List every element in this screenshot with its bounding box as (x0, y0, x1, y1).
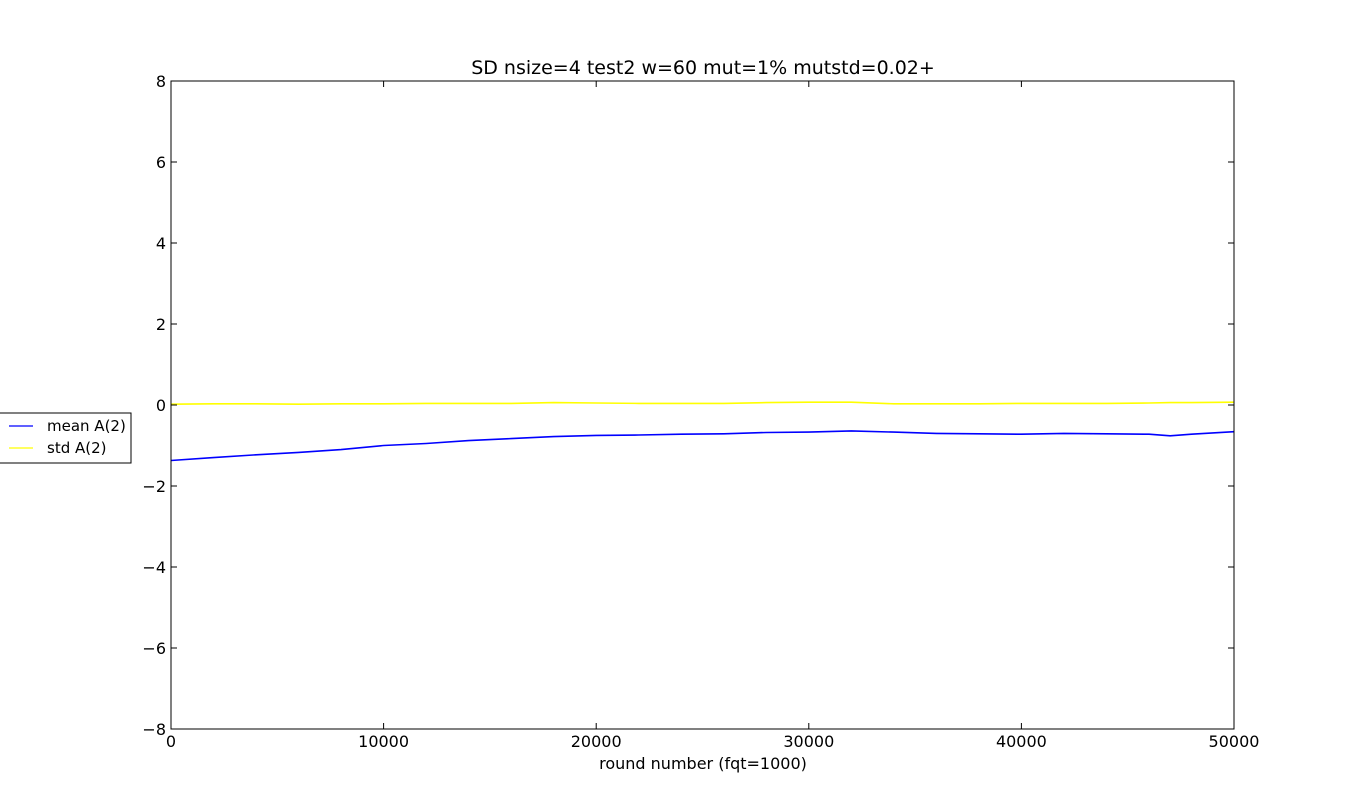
plot-area (170, 80, 1235, 730)
series-line-mean (170, 430, 1235, 462)
x-axis: 0 10000 20000 30000 40000 50000 (166, 81, 1260, 751)
y-tick-label: −8 (142, 720, 166, 739)
y-tick-label: 0 (156, 396, 166, 415)
legend: mean A(2) std A(2) (0, 412, 132, 464)
y-tick-label: 6 (156, 153, 166, 172)
legend-box (0, 412, 132, 464)
y-tick-label: −2 (142, 477, 166, 496)
x-tick-label: 10000 (358, 732, 409, 751)
y-axis: −8 −6 −4 −2 0 2 4 6 8 (142, 72, 1234, 739)
y-tick-label: 8 (156, 72, 166, 91)
x-tick-label: 40000 (996, 732, 1047, 751)
x-tick-label: 0 (166, 732, 176, 751)
x-axis-label: round number (fqt=1000) (599, 754, 807, 773)
y-tick-label: 2 (156, 315, 166, 334)
y-tick-label: −4 (142, 558, 166, 577)
legend-label-mean: mean A(2) (47, 417, 126, 435)
chart-title: SD nsize=4 test2 w=60 mut=1% mutstd=0.02… (471, 57, 935, 79)
plot-frame (170, 80, 1235, 730)
y-tick-label: 4 (156, 234, 166, 253)
x-tick-label: 30000 (783, 732, 834, 751)
legend-label-std: std A(2) (47, 439, 107, 457)
y-tick-label: −6 (142, 639, 166, 658)
x-tick-label: 20000 (571, 732, 622, 751)
x-tick-label: 50000 (1209, 732, 1260, 751)
series-line-std (170, 401, 1235, 406)
